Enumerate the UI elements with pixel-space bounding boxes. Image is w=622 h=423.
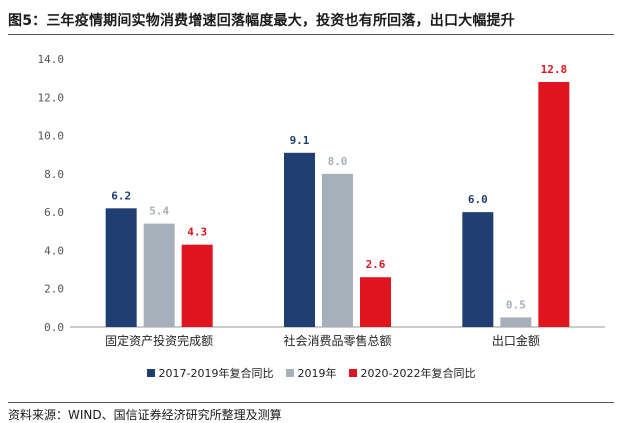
y-tick-label: 8.0 — [44, 168, 64, 181]
category-label: 社会消费品零售总额 — [283, 333, 391, 348]
bar — [284, 152, 315, 327]
bar-chart: 0.0 2.0 4.0 6.0 8.0 10.0 12.0 14.0 6.2 5.4 4.3 固定资产… — [38, 53, 605, 348]
legend-label: 2019年 — [297, 367, 337, 380]
y-tick-label: 12.0 — [38, 91, 65, 104]
data-label: 8.0 — [328, 155, 348, 168]
bar — [105, 208, 137, 327]
legend-swatch — [146, 369, 155, 377]
y-tick-label: 4.0 — [44, 244, 64, 257]
bar — [322, 173, 353, 327]
data-label: 0.5 — [506, 298, 526, 311]
bar — [360, 277, 391, 327]
data-label: 2.6 — [366, 258, 386, 271]
category-label: 出口金额 — [492, 333, 540, 348]
figure-source: 资料来源：WIND、国信证券经济研究所整理及测算 — [8, 408, 282, 422]
legend-label: 2020-2022年复合同比 — [360, 367, 476, 380]
legend-swatch — [348, 369, 357, 377]
bar — [500, 317, 532, 327]
legend-item: 2020-2022年复合同比 — [348, 365, 476, 381]
source-divider — [8, 402, 614, 403]
data-label: 4.3 — [187, 226, 207, 239]
legend-swatch — [285, 369, 294, 377]
legend-item: 2019年 — [285, 365, 337, 381]
title-divider — [8, 34, 614, 35]
bar — [181, 244, 213, 327]
data-label: 6.0 — [468, 193, 488, 206]
y-tick-label: 10.0 — [38, 130, 65, 143]
y-tick-label: 0.0 — [44, 321, 64, 334]
chart-legend: 2017-2019年复合同比 2019年 2020-2022年复合同比 — [0, 365, 622, 381]
bar — [462, 212, 494, 327]
legend-label: 2017-2019年复合同比 — [158, 367, 274, 380]
bar — [143, 223, 175, 327]
legend-item: 2017-2019年复合同比 — [146, 365, 274, 381]
bar — [538, 81, 570, 327]
data-label: 5.4 — [149, 205, 169, 218]
data-label: 12.8 — [541, 63, 568, 76]
y-tick-label: 2.0 — [44, 283, 64, 296]
data-label: 6.2 — [111, 189, 131, 202]
category-label: 固定资产投资完成额 — [105, 333, 213, 348]
y-tick-label: 14.0 — [38, 53, 65, 66]
data-label: 9.1 — [290, 134, 310, 147]
figure-title: 图5：三年疫情期间实物消费增速回落幅度最大，投资也有所回落，出口大幅提升 — [8, 13, 515, 29]
y-tick-label: 6.0 — [44, 206, 64, 219]
